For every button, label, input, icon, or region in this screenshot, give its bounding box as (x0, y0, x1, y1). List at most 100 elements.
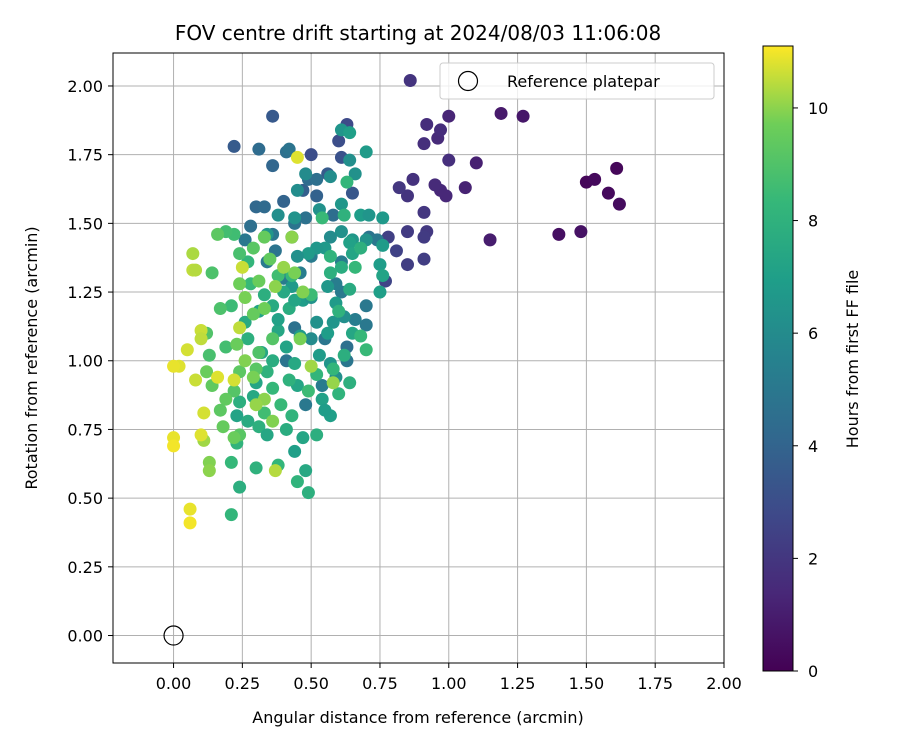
x-tick-label: 0.00 (156, 674, 192, 693)
data-point (194, 428, 208, 442)
data-point (326, 315, 340, 329)
data-point (343, 126, 357, 140)
colorbar-tick-label: 6 (808, 324, 818, 343)
data-point (197, 406, 211, 420)
data-point (282, 373, 296, 387)
data-point (610, 161, 624, 175)
data-point (310, 189, 324, 203)
data-point (227, 139, 241, 153)
x-tick-label: 1.00 (431, 674, 467, 693)
data-point (271, 313, 285, 327)
data-point (213, 302, 227, 316)
data-point (202, 348, 216, 362)
data-point (186, 247, 200, 261)
data-point (304, 359, 318, 373)
data-point (290, 150, 304, 164)
data-point (211, 227, 225, 241)
data-point (332, 134, 346, 148)
data-point (321, 280, 335, 294)
data-point (238, 291, 252, 305)
data-point (290, 183, 304, 197)
x-tick-label: 1.50 (569, 674, 605, 693)
data-point (296, 431, 310, 445)
data-point (601, 186, 615, 200)
data-point (442, 153, 456, 167)
data-point (288, 211, 302, 225)
legend: Reference platepar (439, 62, 715, 100)
data-point (373, 258, 387, 272)
data-point (301, 384, 315, 398)
data-point (343, 376, 357, 390)
data-point (260, 365, 274, 379)
data-point (233, 277, 247, 291)
data-point (337, 348, 351, 362)
plot-frame (112, 52, 725, 664)
data-point (257, 302, 271, 316)
data-point (257, 288, 271, 302)
legend-label: Reference platepar (507, 72, 660, 91)
data-point (345, 186, 359, 200)
y-tick-label: 2.00 (67, 77, 103, 96)
y-axis-ticks: 0.00 0.25 0.50 0.75 1.00 1.25 1.50 1.75 2.00 (67, 77, 113, 646)
y-tick-label: 0.00 (67, 627, 103, 646)
data-point (299, 211, 313, 225)
data-point (288, 356, 302, 370)
x-tick-label: 0.50 (293, 674, 329, 693)
data-point (238, 354, 252, 368)
data-point (343, 153, 357, 167)
data-points (163, 73, 626, 646)
data-point (266, 332, 280, 346)
colorbar-tick-label: 8 (808, 212, 818, 231)
data-point (227, 431, 241, 445)
data-point (343, 282, 357, 296)
data-point (246, 307, 260, 321)
data-point (312, 348, 326, 362)
y-tick-label: 0.25 (67, 558, 103, 577)
data-point (288, 444, 302, 458)
data-point (315, 392, 329, 406)
colorbar-tick-label: 0 (808, 662, 818, 681)
data-point (249, 461, 263, 475)
y-tick-label: 1.50 (67, 214, 103, 233)
data-point (230, 409, 244, 423)
data-point (227, 384, 241, 398)
data-point (233, 321, 247, 335)
data-point (230, 337, 244, 351)
data-point (219, 340, 233, 354)
data-point (266, 109, 280, 123)
y-tick-label: 0.75 (67, 420, 103, 439)
data-point (288, 266, 302, 280)
data-point (373, 285, 387, 299)
data-point (321, 326, 335, 340)
data-point (249, 398, 263, 412)
data-point (354, 241, 368, 255)
data-point (323, 230, 337, 244)
data-point (246, 241, 260, 255)
colorbar: 0 2 4 6 8 10 Hours from first FF file (762, 45, 862, 681)
data-point (167, 359, 181, 373)
data-point (417, 205, 431, 219)
data-point (428, 178, 442, 192)
data-point (180, 343, 194, 357)
data-point (266, 159, 280, 173)
x-axis-label: Angular distance from reference (arcmin) (252, 708, 583, 727)
data-point (224, 455, 238, 469)
data-point (332, 387, 346, 401)
data-point (238, 233, 252, 247)
data-point (304, 148, 318, 162)
data-point (224, 508, 238, 522)
data-point (552, 227, 566, 241)
data-point (241, 332, 255, 346)
colorbar-tick-label: 2 (808, 549, 818, 568)
data-point (257, 406, 271, 420)
data-point (257, 200, 271, 214)
data-point (266, 354, 280, 368)
data-point (326, 362, 340, 376)
data-point (315, 211, 329, 225)
data-point (211, 370, 225, 384)
data-point (189, 373, 203, 387)
data-point (202, 464, 216, 478)
data-point (244, 219, 258, 233)
data-point (348, 167, 362, 181)
data-point (301, 486, 315, 500)
